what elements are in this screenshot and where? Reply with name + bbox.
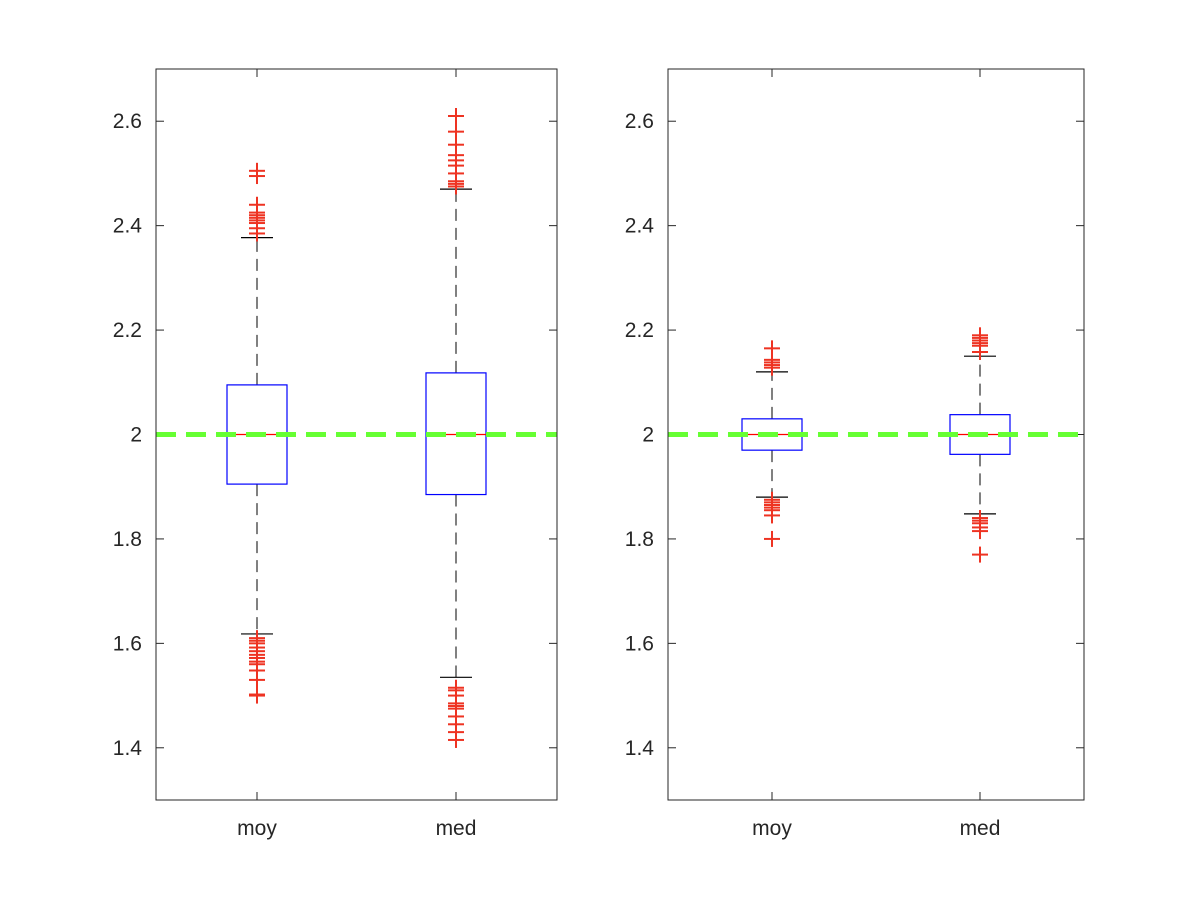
outlier-point (972, 327, 988, 344)
y-tick-label: 2.4 (625, 215, 655, 238)
y-tick-label: 1.8 (113, 528, 142, 551)
outlier-point (448, 679, 464, 696)
outlier-point (972, 546, 988, 563)
y-tick-label: 2.6 (113, 110, 142, 133)
y-tick-label: 1.4 (625, 737, 655, 760)
outlier-point (249, 630, 265, 647)
chart-panel-2: 1.4 1.6 1.8 2 2.2 2.4 2.6 moy med (625, 68, 1085, 840)
x-tick-label: moy (237, 817, 277, 840)
y-tick-label: 1.6 (625, 632, 654, 655)
outlier-point (249, 196, 265, 213)
outlier-point (249, 162, 265, 179)
outlier-point (764, 530, 780, 547)
x-tick-label: med (436, 817, 477, 840)
y-tick-label: 2.6 (625, 110, 654, 133)
axes-frame (667, 68, 1085, 801)
outlier-point (764, 340, 780, 357)
x-tick-label: moy (752, 817, 792, 840)
y-tick-label: 1.6 (113, 632, 142, 655)
outlier-point (972, 510, 988, 527)
y-tick-label: 2 (642, 424, 654, 447)
outlier-point (448, 107, 464, 124)
y-tick-label: 2.2 (625, 319, 654, 342)
outlier-point (764, 491, 780, 508)
y-tick-label: 2.4 (113, 215, 143, 238)
axes-frame (155, 68, 558, 801)
y-tick-label: 2.2 (113, 319, 142, 342)
x-tick-label: med (960, 817, 1001, 840)
outlier-point (448, 123, 464, 140)
box-med (425, 107, 487, 748)
outlier-point (249, 686, 265, 703)
y-tick-label: 1.4 (113, 737, 143, 760)
y-tick-label: 1.8 (625, 528, 654, 551)
y-tick-label: 2 (130, 424, 142, 447)
chart-panel-1: 1.4 1.6 1.8 2 2.2 2.4 2.6 moy med (113, 68, 558, 840)
